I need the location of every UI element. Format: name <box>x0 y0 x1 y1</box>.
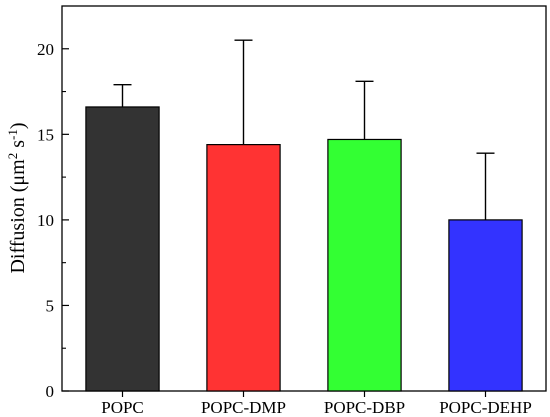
bar-popc-dehp <box>448 219 523 392</box>
y-tick-label: 10 <box>37 211 54 230</box>
bar-popc-dbp <box>327 138 402 392</box>
y-tick-label: 15 <box>37 125 54 144</box>
y-axis-ticks: 0 5 10 15 20 <box>37 40 69 401</box>
plot-frame <box>61 5 547 392</box>
error-bar-popc-dbp <box>355 80 374 140</box>
bars <box>85 106 523 392</box>
error-bars <box>113 39 495 220</box>
x-tick-label: POPC-DEHP <box>439 398 532 417</box>
x-tick-label: POPC-DBP <box>324 398 405 417</box>
bar-popc-dmp <box>206 144 281 392</box>
x-tick-label: POPC-DMP <box>201 398 286 417</box>
y-tick-label: 5 <box>46 296 55 315</box>
bar-popc <box>85 106 160 392</box>
error-bar-popc <box>113 84 132 107</box>
y-axis-label: Diffusion (μm2 s-1) <box>5 122 30 273</box>
error-bar-popc-dmp <box>234 39 253 145</box>
error-bar-popc-dehp <box>476 152 495 220</box>
x-tick-label: POPC <box>101 398 144 417</box>
y-tick-label: 0 <box>46 382 55 401</box>
x-axis-ticks: POPC POPC-DMP POPC-DBP POPC-DEHP <box>101 391 532 417</box>
y-tick-label: 20 <box>37 40 54 59</box>
